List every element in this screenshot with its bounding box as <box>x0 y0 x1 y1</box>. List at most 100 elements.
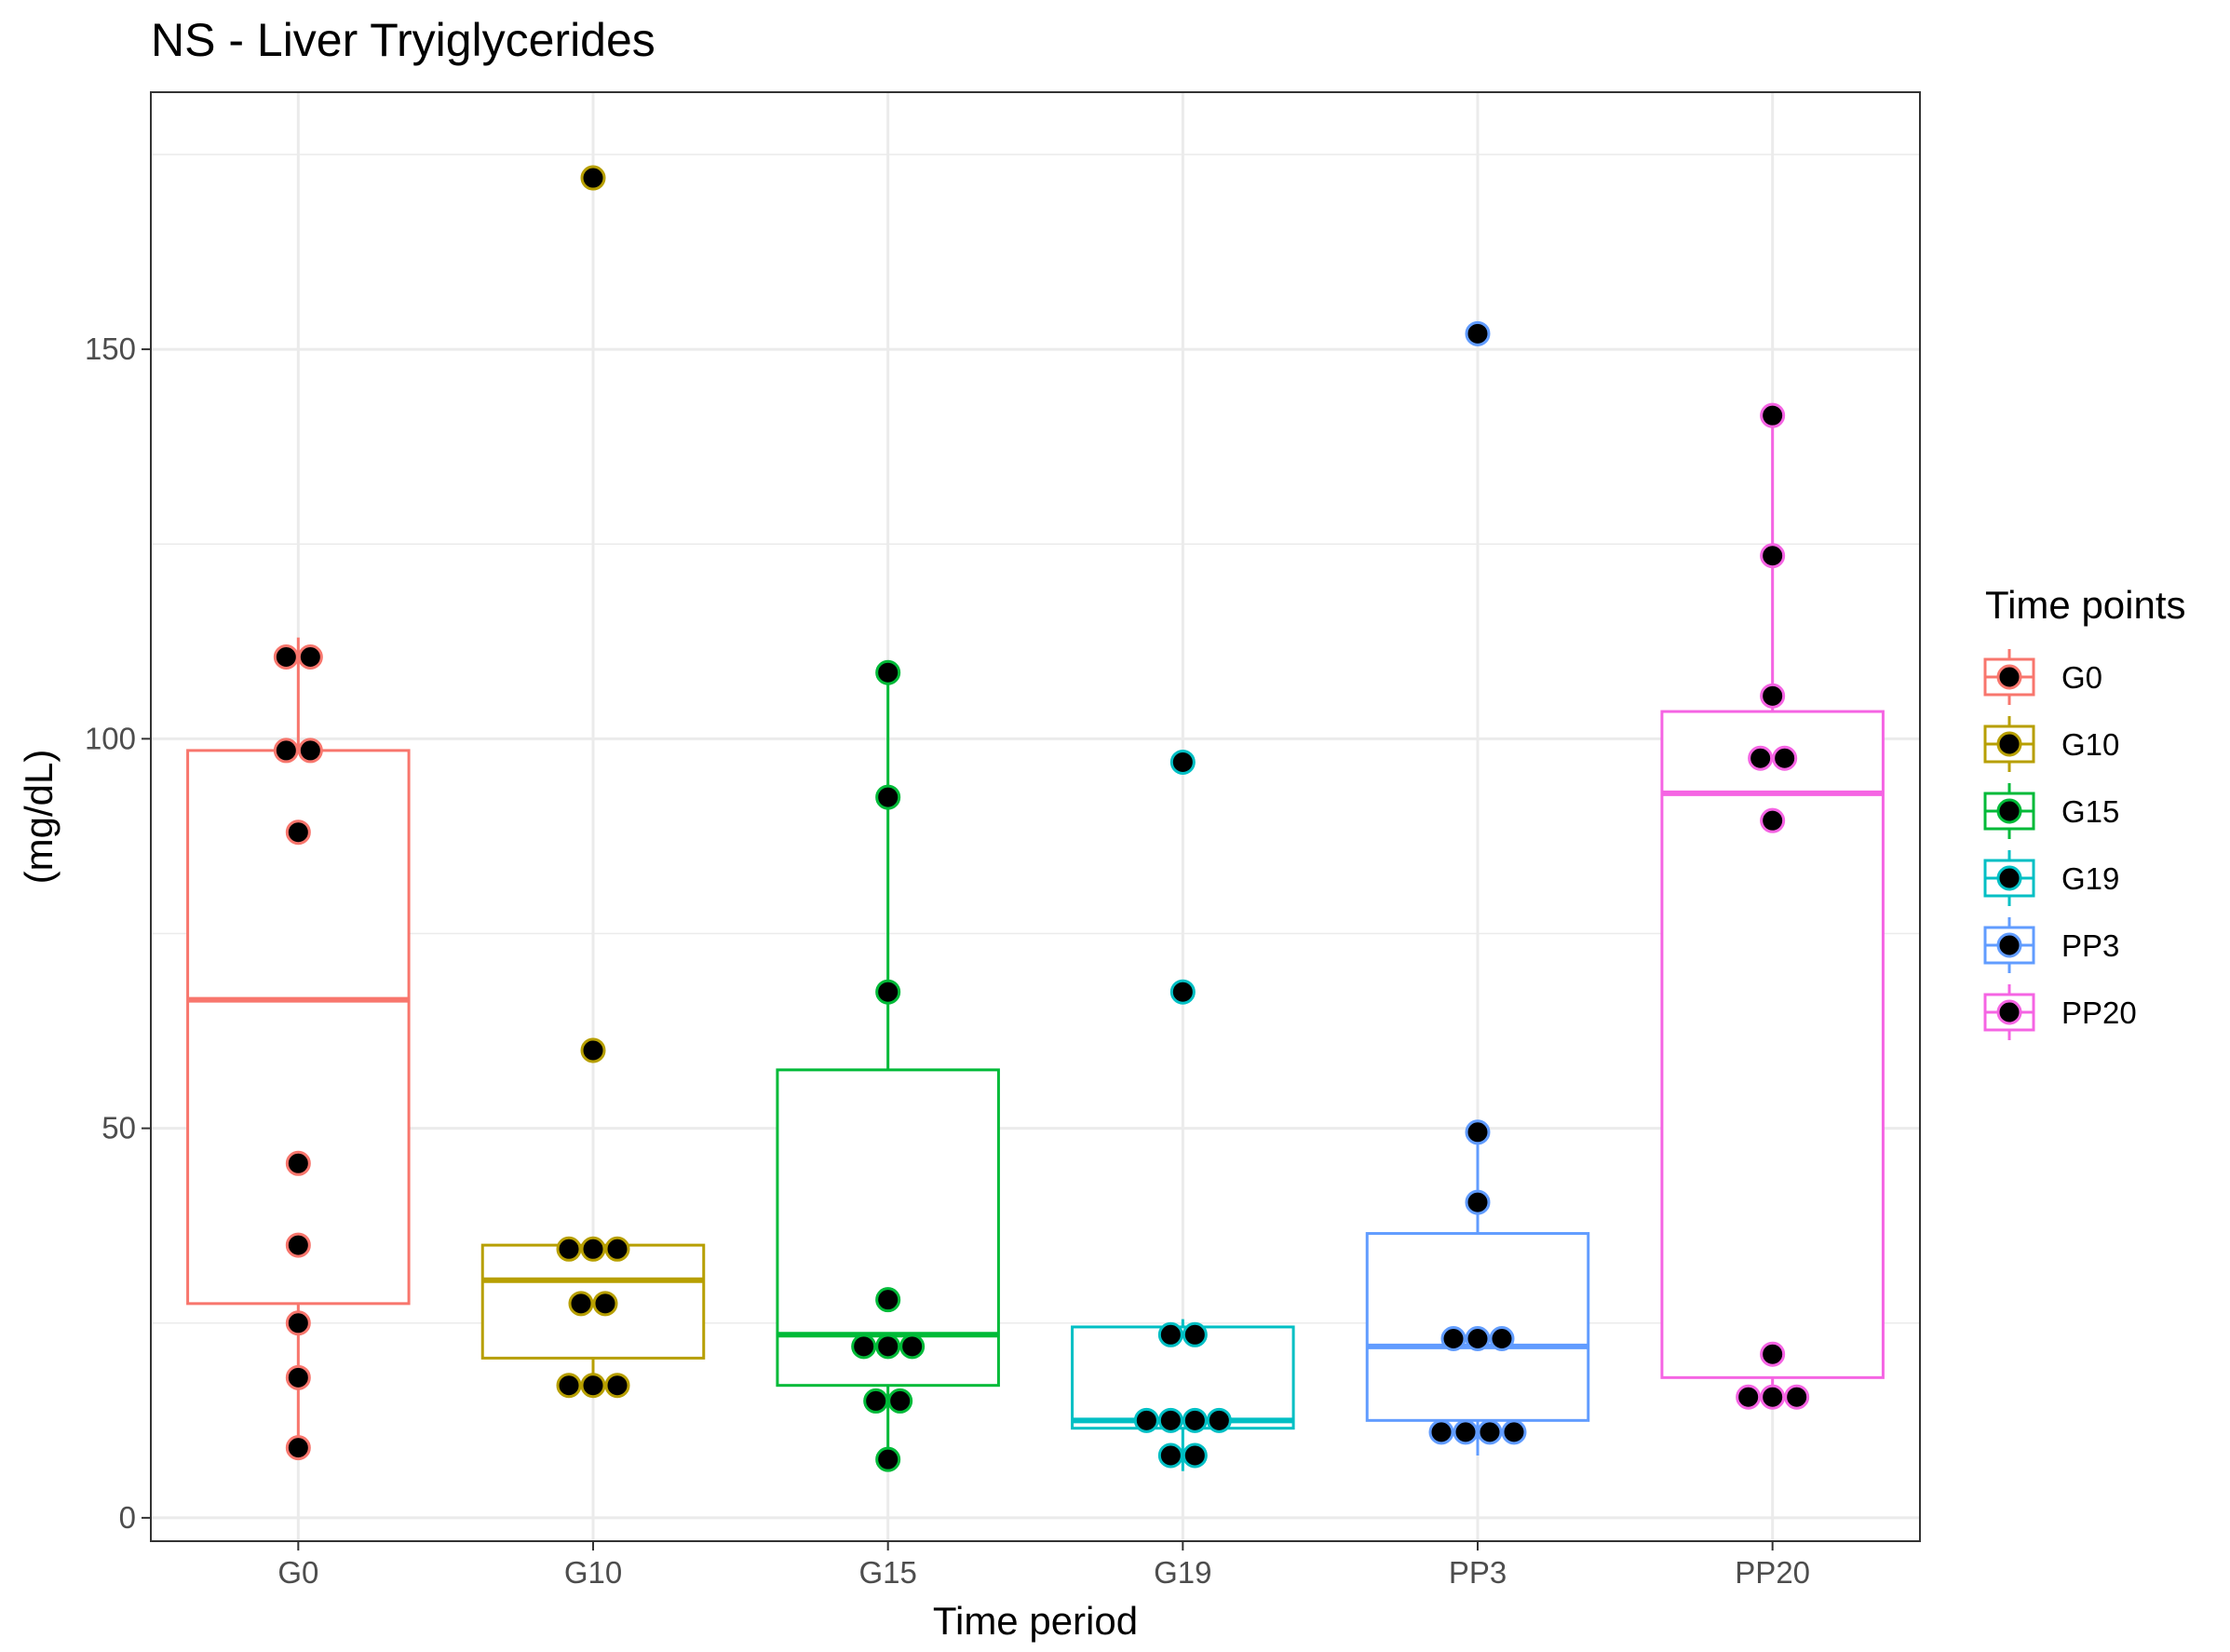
legend-title: Time points <box>1985 583 2186 627</box>
data-point <box>1760 402 1786 428</box>
data-point <box>1182 1407 1208 1433</box>
data-point <box>1465 1189 1491 1215</box>
data-point <box>875 979 901 1005</box>
box-g19 <box>1071 1319 1295 1471</box>
data-point <box>1465 1119 1491 1145</box>
data-point <box>1440 1325 1466 1351</box>
boxes <box>186 415 1885 1471</box>
data-point <box>1772 745 1798 771</box>
data-point <box>1489 1325 1515 1351</box>
data-point <box>285 1232 311 1258</box>
x-tick-label: PP3 <box>1449 1555 1507 1590</box>
legend-key-point <box>1996 798 2022 824</box>
legend: Time points G0 G10 G15 G19 PP3 PP20 <box>1983 583 2186 1040</box>
data-point <box>875 1334 901 1360</box>
box-g15 <box>776 672 1000 1460</box>
data-point <box>875 1287 901 1313</box>
data-point <box>297 738 323 764</box>
data-point <box>580 165 606 191</box>
data-point <box>580 1373 606 1399</box>
legend-key-point <box>1996 664 2022 690</box>
panel-border <box>150 91 1921 1542</box>
legend-item-g0: G0 <box>1983 649 2102 705</box>
data-point <box>1182 1321 1208 1347</box>
data-point <box>1784 1384 1810 1410</box>
y-axis-title: (mg/dL) <box>17 750 61 885</box>
data-point <box>1465 1325 1491 1351</box>
data-point <box>1748 745 1774 771</box>
data-point <box>1206 1407 1232 1433</box>
data-point <box>875 784 901 810</box>
data-point <box>863 1388 889 1414</box>
data-point <box>875 659 901 685</box>
data-point <box>899 1334 926 1360</box>
y-tick-label: 150 <box>85 332 136 366</box>
legend-label: PP20 <box>2061 995 2137 1030</box>
data-point <box>1182 1442 1208 1469</box>
y-tick-label: 50 <box>101 1111 136 1145</box>
data-point <box>1760 543 1786 569</box>
data-point <box>1428 1419 1454 1445</box>
x-axis-title: Time period <box>933 1599 1138 1643</box>
legend-label: G0 <box>2061 660 2102 695</box>
data-point <box>1477 1419 1503 1445</box>
data-point <box>580 1037 606 1063</box>
legend-key-point <box>1996 865 2022 891</box>
legend-label: G10 <box>2061 727 2119 762</box>
points <box>273 165 1810 1472</box>
data-point <box>887 1388 913 1414</box>
data-point <box>285 819 311 846</box>
data-point <box>604 1373 630 1399</box>
legend-item-g10: G10 <box>1983 716 2119 772</box>
legend-label: G19 <box>2061 861 2119 896</box>
data-point <box>1465 320 1491 346</box>
data-point <box>285 1435 311 1461</box>
data-point <box>1501 1419 1527 1445</box>
x-tick-label: G0 <box>277 1555 318 1590</box>
data-point <box>604 1236 630 1262</box>
legend-key-point <box>1996 731 2022 757</box>
data-point <box>1760 683 1786 709</box>
data-point <box>1760 1384 1786 1410</box>
data-point <box>580 1236 606 1262</box>
x-axis: G0 G10 G15 G19 PP3 PP20 <box>277 1541 1810 1590</box>
x-tick-label: G15 <box>858 1555 916 1590</box>
x-tick-label: PP20 <box>1735 1555 1810 1590</box>
data-point <box>556 1373 582 1399</box>
data-point <box>1169 979 1196 1005</box>
data-point <box>556 1236 582 1262</box>
data-point <box>875 1446 901 1472</box>
y-tick-label: 0 <box>119 1500 136 1535</box>
legend-key-point <box>1996 932 2022 958</box>
grid <box>151 92 1920 1541</box>
data-point <box>1157 1407 1183 1433</box>
data-point <box>1157 1442 1183 1469</box>
data-point <box>568 1291 594 1317</box>
x-tick-label: G19 <box>1154 1555 1211 1590</box>
data-point <box>285 1364 311 1390</box>
data-point <box>297 644 323 670</box>
legend-item-g19: G19 <box>1983 850 2119 906</box>
data-point <box>1453 1419 1479 1445</box>
chart-title: NS - Liver Tryiglycerides <box>151 14 655 66</box>
box-g10 <box>480 1243 706 1386</box>
y-axis: 0 50 100 150 <box>85 332 151 1535</box>
data-point <box>592 1291 618 1317</box>
legend-item-g15: G15 <box>1983 783 2119 839</box>
data-point <box>1157 1321 1183 1347</box>
data-point <box>285 1150 311 1176</box>
data-point <box>1736 1384 1762 1410</box>
x-tick-label: G10 <box>564 1555 622 1590</box>
legend-label: PP3 <box>2061 928 2119 963</box>
box-pp3 <box>1365 1131 1590 1456</box>
data-point <box>273 738 299 764</box>
data-point <box>285 1310 311 1336</box>
data-point <box>1169 749 1196 775</box>
y-tick-label: 100 <box>85 721 136 755</box>
legend-key-point <box>1996 999 2022 1025</box>
data-point <box>1760 807 1786 833</box>
box-iqr <box>1071 1325 1295 1430</box>
data-point <box>1760 1341 1786 1367</box>
legend-label: G15 <box>2061 794 2119 829</box>
